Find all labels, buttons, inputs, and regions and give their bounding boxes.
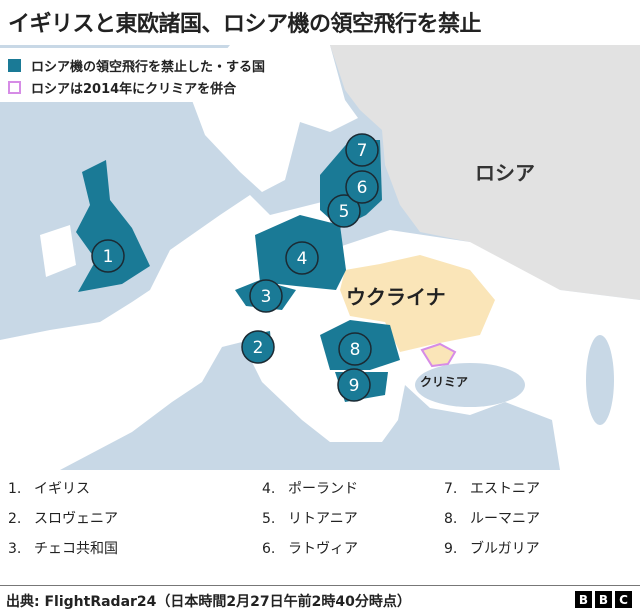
item-number: 5. [262,511,276,527]
marker-circle [338,332,372,366]
marker-number: 4 [297,249,308,269]
page-title: イギリスと東欧諸国、ロシア機の領空飛行を禁止 [8,12,482,37]
item-name: スロヴェニア [34,511,118,527]
legend-swatch-outline [8,80,21,94]
item-name: リトアニア [288,511,358,527]
marker-circle [345,133,379,167]
marker-circle [249,279,283,313]
source-text: 出典: FlightRadar24（日本時間2月27日午前2時40分時点） [6,594,411,610]
marker-number: 9 [349,376,360,396]
logo-letter: C [615,591,632,608]
item-name: ラトヴィア [288,541,358,557]
marker-circle [337,368,371,402]
marker-number: 3 [261,287,272,307]
label-ukraine: ウクライナ [346,285,446,309]
country-list-item: 1. イギリス [8,478,90,498]
country-list: 1. イギリス 2. スロヴェニア 3. チェコ共和国 4. ポーランド 5. リトアニア 6. ラト… [0,478,640,578]
footer: 出典: FlightRadar24（日本時間2月27日午前2時40分時点） B … [0,585,640,614]
country-list-item: 2. スロヴェニア [8,508,118,528]
country-ukraine [340,255,495,352]
legend-swatch-filled [8,58,21,72]
logo-letter: B [575,591,592,608]
country-list-item: 7. エストニア [444,478,540,498]
item-number: 7. [444,481,458,497]
legend-item-crimea: ロシアは2014年にクリミアを併合 [8,76,308,98]
item-number: 6. [262,541,276,557]
legend: ロシア機の領空飛行を禁止した・する国 ロシアは2014年にクリミアを併合 [0,48,316,102]
bbc-logo: B B C [575,591,632,608]
item-name: ブルガリア [470,541,540,557]
crimea [420,342,457,368]
marker-circle [327,194,361,228]
item-name: チェコ共和国 [34,541,118,557]
marker-number: 7 [357,141,368,161]
item-number: 1. [8,481,22,497]
country-list-item: 9. ブルガリア [444,538,540,558]
marker-circle [345,170,379,204]
marker-circle [91,239,125,273]
logo-letter: B [595,591,612,608]
item-number: 4. [262,481,276,497]
marker-number: 1 [103,247,114,267]
item-name: ポーランド [288,481,358,497]
legend-item-banned: ロシア機の領空飛行を禁止した・する国 [8,54,308,76]
black-sea [415,363,525,407]
label-crimea: クリミア [420,375,468,389]
item-name: エストニア [470,481,540,497]
country-list-item: 4. ポーランド [262,478,358,498]
legend-label: ロシア機の領空飛行を禁止した・する国 [31,59,266,75]
item-number: 3. [8,541,22,557]
label-russia: ロシア [475,161,535,185]
item-number: 2. [8,511,22,527]
item-name: ルーマニア [470,511,540,527]
marker-number: 2 [253,338,264,358]
country-list-item: 5. リトアニア [262,508,358,528]
marker-number: 6 [357,178,368,198]
item-number: 9. [444,541,458,557]
legend-label: ロシアは2014年にクリミアを併合 [31,81,237,97]
marker-number: 5 [339,202,350,222]
ireland [40,225,76,277]
country-list-item: 6. ラトヴィア [262,538,358,558]
country-list-item: 3. チェコ共和国 [8,538,118,558]
marker-circle [241,330,275,364]
map: ロシア ウクライナ クリミア 1 2 3 4 56 7 8 9 [0,45,640,470]
marker-circle [285,241,319,275]
caspian-sea [586,335,614,425]
item-number: 8. [444,511,458,527]
item-name: イギリス [34,481,90,497]
country-uk [76,160,150,292]
country-list-item: 8. ルーマニア [444,508,540,528]
marker-number: 8 [350,340,361,360]
russia [330,45,640,300]
